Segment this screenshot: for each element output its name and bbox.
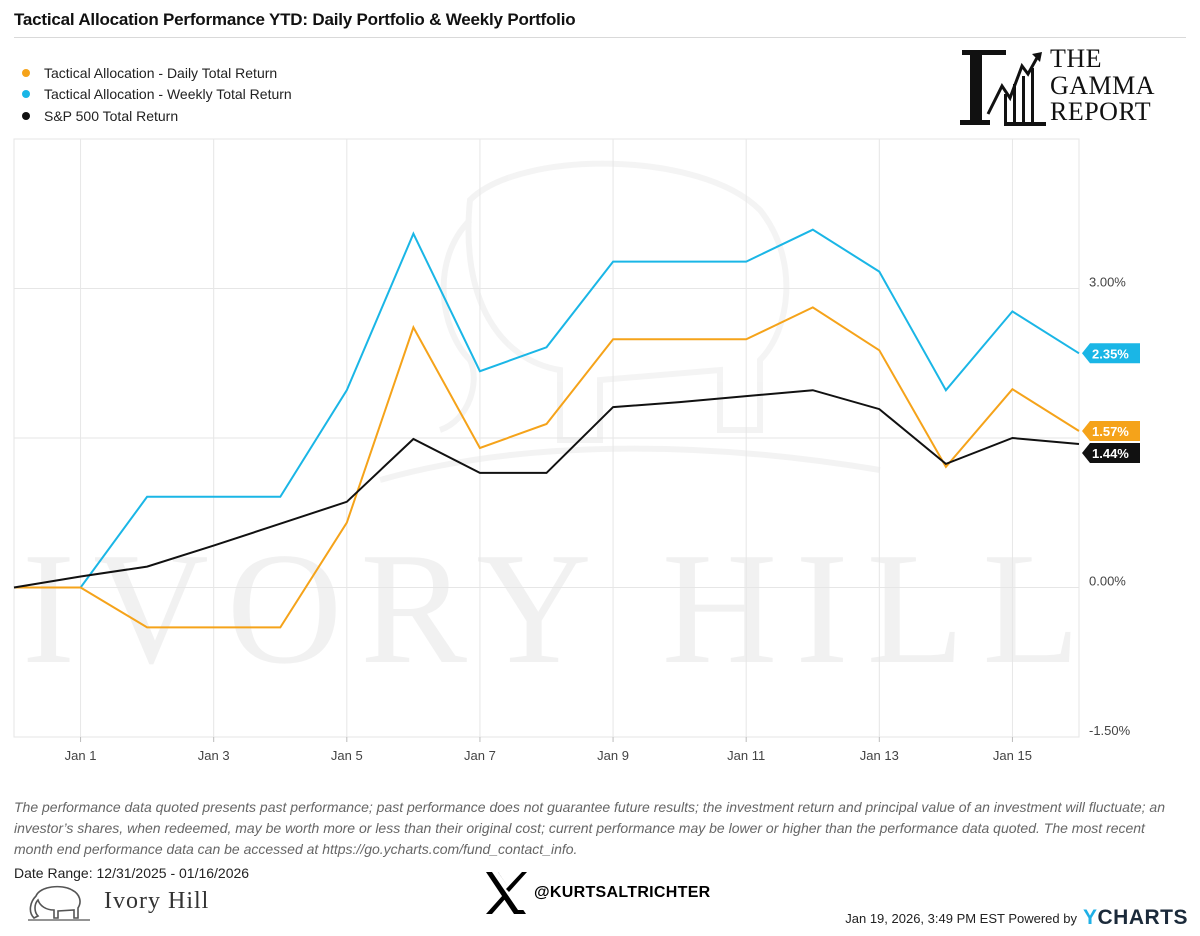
- y-tick-label: 3.00%: [1089, 275, 1126, 290]
- ivory-hill-logo: Ivory Hill: [28, 882, 248, 926]
- x-tick-label: Jan 3: [198, 748, 230, 763]
- x-tick-label: Jan 13: [860, 748, 899, 763]
- grid: [13, 138, 1080, 738]
- end-label-text-2: 1.44%: [1092, 446, 1129, 461]
- end-labels: 2.35% 1.57% 1.44%: [1082, 343, 1140, 464]
- series-line-2: [13, 389, 1080, 589]
- x-tick-label: Jan 15: [993, 748, 1032, 763]
- date-range: Date Range: 12/31/2025 - 01/16/2026: [14, 865, 250, 881]
- x-tick-label: Jan 5: [331, 748, 363, 763]
- series-line-0: [14, 306, 1080, 629]
- legend-dot-daily: [22, 68, 30, 77]
- end-label-tag-1: [1082, 343, 1140, 364]
- legend-label-daily: Tactical Allocation - Daily Total Return: [44, 64, 278, 81]
- ivory-hill-wordmark: Ivory Hill: [104, 888, 210, 914]
- axes: Jan 1 Jan 3 Jan 5 Jan 7 Jan 9 Jan 11 Jan 13 Jan…: [65, 275, 1131, 764]
- legend-label-weekly: Tactical Allocation - Weekly Total Retur…: [44, 86, 292, 103]
- performance-disclaimer: The performance data quoted presents pas…: [14, 799, 1165, 857]
- gamma-report-logo: THE GAMMA REPORT: [958, 44, 1173, 134]
- end-label-text-0: 1.57%: [1092, 424, 1129, 439]
- x-tick-label: Jan 11: [727, 748, 765, 763]
- gamma-word-3: REPORT: [1050, 97, 1152, 126]
- legend-dot-sp500: [22, 111, 30, 120]
- legend-item-daily[interactable]: Tactical Allocation - Daily Total Return: [22, 62, 292, 84]
- x-handle-text: @KURTSALTRICHTER: [534, 884, 711, 901]
- x-handle[interactable]: @KURTSALTRICHTER: [484, 870, 711, 916]
- legend-item-sp500[interactable]: S&P 500 Total Return: [22, 105, 292, 127]
- gamma-word-2: GAMMA: [1050, 70, 1156, 100]
- gamma-report-wordmark: THE GAMMA REPORT: [1050, 44, 1156, 126]
- gamma-chart-icon: [960, 50, 1046, 126]
- elephant-icon: [28, 885, 90, 921]
- end-label-text-1: 2.35%: [1092, 346, 1129, 361]
- y-tick-label: -1.50%: [1089, 723, 1131, 738]
- legend: Tactical Allocation - Daily Total Return…: [22, 62, 292, 127]
- x-logo-icon: [486, 872, 527, 914]
- ycharts-logo-rest: CHARTS: [1097, 906, 1188, 929]
- end-label-tag-0: [1082, 421, 1140, 442]
- footer-credit: Jan 19, 2026, 3:49 PM EST Powered by YCH…: [845, 906, 1188, 930]
- ycharts-logo[interactable]: YCHARTS: [1083, 906, 1188, 930]
- gamma-word-1: THE: [1050, 44, 1103, 73]
- legend-label-sp500: S&P 500 Total Return: [44, 107, 179, 124]
- x-tick-label: Jan 7: [464, 748, 496, 763]
- x-tick-label: Jan 9: [597, 748, 629, 763]
- end-label-tag-2: [1082, 443, 1140, 464]
- line-chart: IVORY HILL Jan 1 Jan 3 Jan 5 Jan 7 Jan 9 Jan …: [13, 138, 1140, 764]
- title-divider: [14, 37, 1186, 38]
- timestamp: Jan 19, 2026, 3:49 PM EST Powered by: [845, 910, 1077, 926]
- legend-item-weekly[interactable]: Tactical Allocation - Weekly Total Retur…: [22, 84, 292, 106]
- ycharts-logo-y: Y: [1082, 906, 1098, 929]
- series: [13, 228, 1080, 629]
- y-tick-label: 0.00%: [1089, 574, 1126, 589]
- chart-title: Tactical Allocation Performance YTD: Dai…: [14, 10, 576, 29]
- ivory-hill-watermark: IVORY HILL: [22, 160, 1098, 697]
- svg-text:IVORY HILL: IVORY HILL: [22, 519, 1098, 697]
- legend-dot-weekly: [22, 90, 30, 99]
- series-line-1: [14, 228, 1080, 589]
- x-tick-label: Jan 1: [65, 748, 97, 763]
